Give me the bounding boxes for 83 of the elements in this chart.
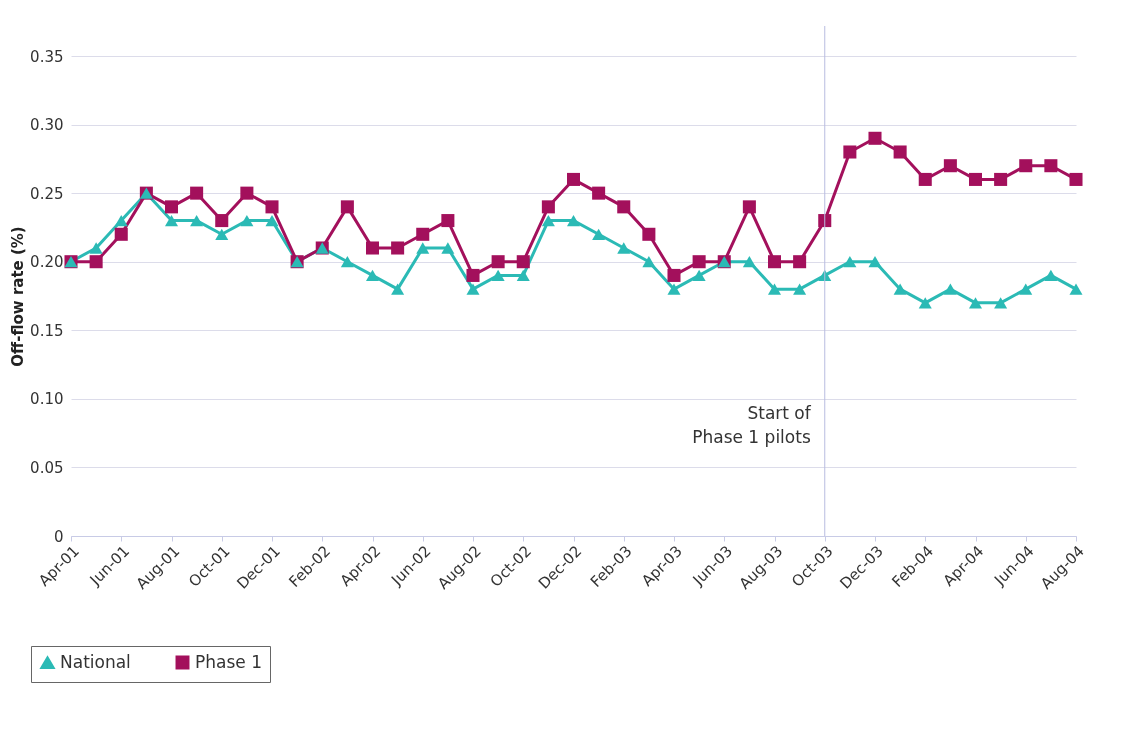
point <box>240 214 254 227</box>
point <box>566 172 581 186</box>
point <box>994 297 1008 309</box>
point <box>340 256 354 268</box>
point <box>516 255 530 269</box>
point <box>592 228 606 240</box>
point <box>215 214 229 228</box>
point <box>968 172 983 186</box>
point <box>391 283 405 295</box>
point <box>466 283 480 295</box>
point <box>692 269 706 282</box>
point <box>416 227 430 241</box>
point <box>742 256 756 268</box>
point <box>667 268 681 282</box>
point <box>793 255 807 269</box>
y-tick-label: 0.10 <box>30 390 64 409</box>
point <box>365 269 380 282</box>
point <box>541 214 555 227</box>
y-axis-title: Off-flow rate (%) <box>9 226 28 367</box>
point <box>240 186 254 200</box>
y-tick-label: 0 <box>53 527 64 546</box>
point <box>893 145 907 159</box>
point <box>642 227 656 241</box>
point <box>767 283 782 295</box>
legend-label: Phase 1 <box>195 651 262 672</box>
point <box>541 200 555 214</box>
point <box>617 200 631 214</box>
point <box>968 297 983 309</box>
point <box>868 131 882 145</box>
y-tick-label: 0.20 <box>30 253 64 272</box>
point <box>843 256 857 268</box>
point <box>642 256 656 268</box>
y-tick-label: 0.30 <box>30 116 64 135</box>
point <box>164 214 179 227</box>
point <box>994 172 1008 186</box>
point <box>164 200 179 214</box>
point <box>617 242 631 254</box>
point <box>491 269 505 282</box>
y-tick-label: 0.25 <box>30 184 64 203</box>
point <box>340 200 354 214</box>
legend-label: National <box>60 651 131 672</box>
point <box>215 228 229 240</box>
point <box>441 242 455 254</box>
point <box>516 269 530 282</box>
point <box>793 283 807 295</box>
point <box>566 214 581 227</box>
point <box>114 227 128 241</box>
point <box>190 186 204 200</box>
point <box>943 283 957 295</box>
point <box>466 268 480 282</box>
point <box>667 283 681 295</box>
point <box>89 242 103 254</box>
point <box>391 241 405 255</box>
point <box>592 186 606 200</box>
point <box>114 214 128 227</box>
point <box>1044 269 1058 282</box>
point <box>742 200 756 214</box>
point <box>943 159 957 173</box>
y-tick-label: 0.15 <box>30 321 64 340</box>
point <box>416 242 430 254</box>
point <box>1019 159 1033 173</box>
point <box>767 255 782 269</box>
point <box>868 256 882 268</box>
point <box>265 214 279 227</box>
point <box>1069 283 1083 295</box>
point <box>843 145 857 159</box>
point <box>1044 159 1058 173</box>
point <box>918 297 932 309</box>
point <box>441 214 455 228</box>
y-tick-label: 0.05 <box>30 458 64 477</box>
point <box>265 200 279 214</box>
point <box>692 255 706 269</box>
ref-line-label: Start of Phase 1 pilots <box>692 403 812 447</box>
point <box>918 172 932 186</box>
point <box>893 283 907 295</box>
point <box>190 214 204 227</box>
point <box>1069 172 1083 186</box>
point <box>365 241 380 255</box>
point <box>818 214 832 228</box>
y-tick-label: 0.35 <box>30 47 64 66</box>
point <box>491 255 505 269</box>
point <box>89 255 103 269</box>
point <box>1019 283 1033 295</box>
